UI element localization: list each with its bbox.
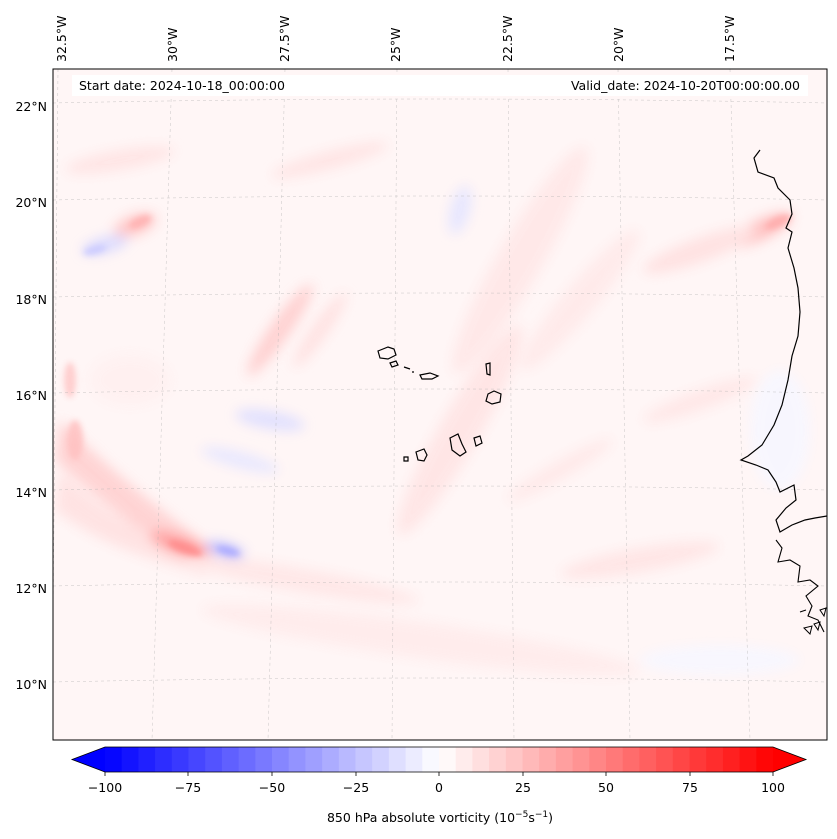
bijagos-islands xyxy=(803,607,827,635)
lat-label: 14°N xyxy=(15,485,47,500)
colorbar-segment xyxy=(572,747,590,772)
colorbar-tick-label: −50 xyxy=(259,780,285,795)
guinea-coast xyxy=(775,539,825,633)
colorbar-segment xyxy=(388,747,407,772)
colorbar-tick-label: 100 xyxy=(761,780,785,795)
colorbar-tick-label: −75 xyxy=(175,780,201,795)
colorbar-segment xyxy=(305,747,323,772)
colorbar-segment xyxy=(422,747,440,772)
lon-label: 25°W xyxy=(388,27,403,62)
colorbar-segment xyxy=(689,747,707,772)
colorbar-ticks: −100 −75 −50 −25 0 25 50 75 100 xyxy=(88,772,785,795)
colorbar-label: 850 hPa absolute vorticity (10−5s−1) xyxy=(327,810,553,825)
lat-label: 22°N xyxy=(15,99,47,114)
colorbar-tick-label: −100 xyxy=(88,780,122,795)
colorbar-segment xyxy=(205,747,223,772)
colorbar-segment xyxy=(455,747,473,772)
colorbar-segment xyxy=(722,747,741,772)
map-frame xyxy=(52,68,828,741)
vorticity-field xyxy=(53,69,827,740)
start-date: Start date: 2024-10-18_00:00:00 xyxy=(79,78,285,93)
colorbar-segment xyxy=(539,747,557,772)
colorbar-segment xyxy=(322,747,340,772)
colorbar-segment xyxy=(405,747,423,772)
colorbar-segment xyxy=(255,747,273,772)
colorbar-tick-label: −25 xyxy=(343,780,369,795)
colorbar-tick-label: 25 xyxy=(515,780,531,795)
colorbar-segment xyxy=(656,747,674,772)
lon-label: 27.5°W xyxy=(277,16,292,62)
colorbar-segment xyxy=(171,747,189,772)
coastline xyxy=(739,149,827,533)
colorbar-segment xyxy=(338,747,356,772)
colorbar-segment xyxy=(188,747,206,772)
colorbar-segment xyxy=(555,747,574,772)
colorbar-segment xyxy=(589,747,607,772)
colorbar-segment xyxy=(522,747,540,772)
colorbar-segment xyxy=(355,747,373,772)
lat-label: 12°N xyxy=(15,581,47,596)
colorbar xyxy=(70,746,808,773)
lon-label: 32.5°W xyxy=(54,16,69,62)
colorbar-segment xyxy=(105,747,123,772)
colorbar-segment xyxy=(756,747,774,772)
valid-date: Valid_date: 2024-10-20T00:00:00.00 xyxy=(571,78,800,93)
colorbar-segment xyxy=(221,747,240,772)
colorbar-segment xyxy=(238,747,256,772)
colorbar-segment xyxy=(372,747,390,772)
colorbar-segment xyxy=(472,747,490,772)
lon-label: 20°W xyxy=(611,27,626,62)
colorbar-segment xyxy=(489,747,507,772)
colorbar-segment xyxy=(272,747,290,772)
colorbar-segment xyxy=(622,747,640,772)
lon-label: 30°W xyxy=(165,27,180,62)
colorbar-segment xyxy=(639,747,657,772)
lat-label: 10°N xyxy=(15,677,47,692)
colorbar-extend-high xyxy=(773,747,806,772)
lat-labels: 22°N 20°N 18°N 16°N 14°N 12°N 10°N xyxy=(15,99,47,692)
colorbar-segment xyxy=(606,747,624,772)
lat-label: 18°N xyxy=(15,292,47,307)
colorbar-segment xyxy=(439,747,457,772)
colorbar-tick-label: 75 xyxy=(682,780,698,795)
lon-label: 22.5°W xyxy=(500,16,515,62)
gridlines xyxy=(53,69,827,740)
colorbar-tick-label: 0 xyxy=(435,780,443,795)
info-box xyxy=(72,75,808,96)
colorbar-segment xyxy=(155,747,173,772)
colorbar-segment xyxy=(288,747,306,772)
lat-label: 16°N xyxy=(15,388,47,403)
colorbar-tick-label: 50 xyxy=(598,780,614,795)
colorbar-segment xyxy=(138,747,156,772)
colorbar-segment xyxy=(739,747,757,772)
lon-labels: 32.5°W 30°W 27.5°W 25°W 22.5°W 20°W 17.5… xyxy=(54,16,737,62)
colorbar-segment xyxy=(706,747,724,772)
colorbar-extend-low xyxy=(72,747,105,772)
cape-verde-islands xyxy=(377,346,502,462)
lat-label: 20°N xyxy=(15,195,47,210)
colorbar-segment xyxy=(121,747,139,772)
colorbar-segment xyxy=(505,747,523,772)
colorbar-segment xyxy=(672,747,690,772)
lon-label: 17.5°W xyxy=(722,16,737,62)
